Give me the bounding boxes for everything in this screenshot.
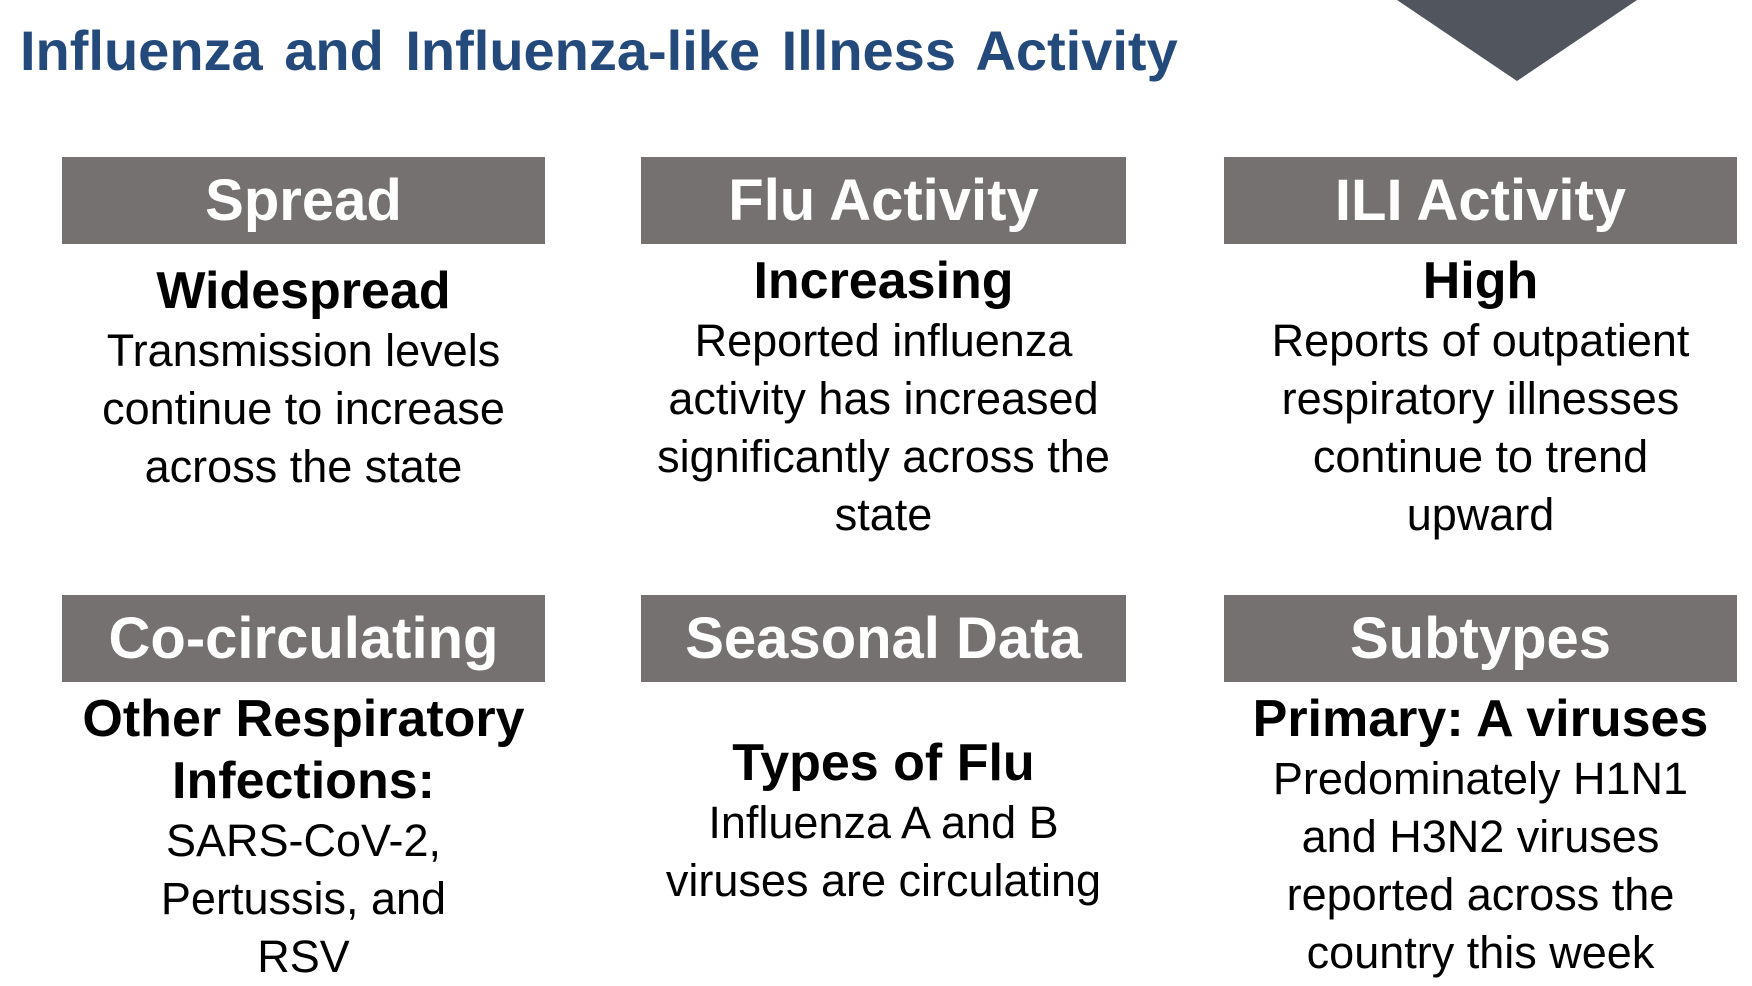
card-subtitle: Widespread	[156, 262, 451, 320]
card-body-seasonal-data: Types of Flu Influenza A and B viruses a…	[641, 732, 1126, 910]
card-body-flu-activity: Increasing Reported influenza activity h…	[641, 250, 1126, 544]
card-text: Reports of outpatient respiratory illnes…	[1271, 315, 1690, 540]
card-header-seasonal-data: Seasonal Data	[641, 595, 1126, 682]
card-header-subtypes: Subtypes	[1224, 595, 1737, 682]
card-subtitle: High	[1422, 252, 1539, 310]
card-body-ili-activity: High Reports of outpatient respiratory i…	[1224, 250, 1737, 544]
card-subtitle: Primary: A viruses	[1252, 690, 1709, 748]
card-body-spread: Widespread Transmission levels continue …	[62, 260, 545, 496]
card-header-spread: Spread	[62, 157, 545, 244]
card-subtitle: Increasing	[753, 252, 1014, 310]
page-title: Influenza and Influenza-like Illness Act…	[20, 19, 1178, 82]
card-subtitle: Other Respiratory Infections:	[82, 690, 525, 810]
down-arrow-icon	[1397, 0, 1637, 81]
card-header-ili-activity: ILI Activity	[1224, 157, 1737, 244]
card-text: Influenza A and B viruses are circulatin…	[665, 797, 1102, 906]
card-subtitle: Types of Flu	[732, 734, 1035, 792]
card-text: Predominately H1N1 and H3N2 viruses repo…	[1272, 753, 1689, 978]
card-body-subtypes: Primary: A viruses Predominately H1N1 an…	[1224, 688, 1737, 982]
card-text: Transmission levels continue to increase…	[102, 325, 505, 492]
card-body-co-circulating: Other Respiratory Infections: SARS-CoV-2…	[62, 688, 545, 986]
card-header-co-circulating: Co-circulating	[62, 595, 545, 682]
card-header-flu-activity: Flu Activity	[641, 157, 1126, 244]
card-text: Reported influenza activity has increase…	[657, 315, 1110, 540]
card-text: SARS-CoV-2, Pertussis, and RSV	[160, 815, 447, 982]
